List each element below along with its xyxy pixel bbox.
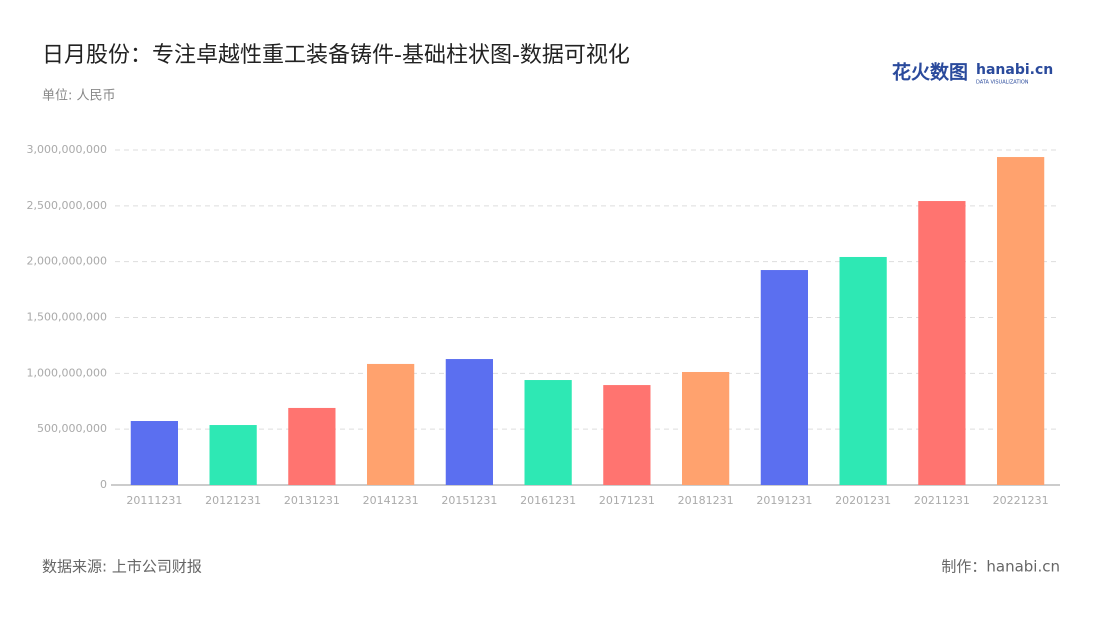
y-tick-label: 2,500,000,000: [27, 199, 107, 212]
x-tick-label: 20211231: [914, 494, 970, 507]
logo-brand: hanabi.cn: [976, 62, 1053, 78]
bar: [524, 380, 572, 485]
bar: [760, 270, 808, 485]
y-tick-label: 1,500,000,000: [27, 311, 107, 324]
logo-tagline: DATA VISUALIZATION: [976, 80, 1029, 86]
bar: [918, 201, 966, 485]
x-tick-label: 20181231: [678, 494, 734, 507]
x-tick-label: 20221231: [993, 494, 1049, 507]
bar: [839, 256, 887, 485]
bar: [209, 425, 257, 485]
x-tick-label: 20141231: [363, 494, 419, 507]
x-tick-label: 20121231: [205, 494, 261, 507]
y-tick-label: 500,000,000: [37, 422, 107, 435]
bar: [682, 371, 730, 485]
source: 数据来源: 上市公司财报: [42, 558, 202, 576]
x-tick-label: 20171231: [599, 494, 655, 507]
bar: [603, 385, 651, 485]
x-tick-label: 20201231: [835, 494, 891, 507]
y-tick-label: 1,000,000,000: [27, 366, 107, 379]
logo-name: 花火数图: [892, 61, 968, 84]
bar: [288, 407, 336, 485]
x-tick-label: 20191231: [756, 494, 812, 507]
y-tick-label: 3,000,000,000: [27, 143, 107, 156]
x-tick-label: 20111231: [126, 494, 182, 507]
x-tick-label: 20131231: [284, 494, 340, 507]
y-tick-label: 0: [100, 478, 107, 491]
x-tick-label: 20161231: [520, 494, 576, 507]
unit-label: 单位: 人民币: [42, 89, 116, 104]
bar: [445, 359, 493, 485]
bar: [367, 363, 415, 485]
x-tick-label: 20151231: [441, 494, 497, 507]
bar: [997, 157, 1045, 485]
y-tick-label: 2,000,000,000: [27, 255, 107, 268]
bar: [130, 421, 178, 485]
credit: 制作：hanabi.cn: [941, 558, 1060, 576]
chart-title: 日月股份：专注卓越性重工装备铸件-基础柱状图-数据可视化: [42, 43, 630, 68]
